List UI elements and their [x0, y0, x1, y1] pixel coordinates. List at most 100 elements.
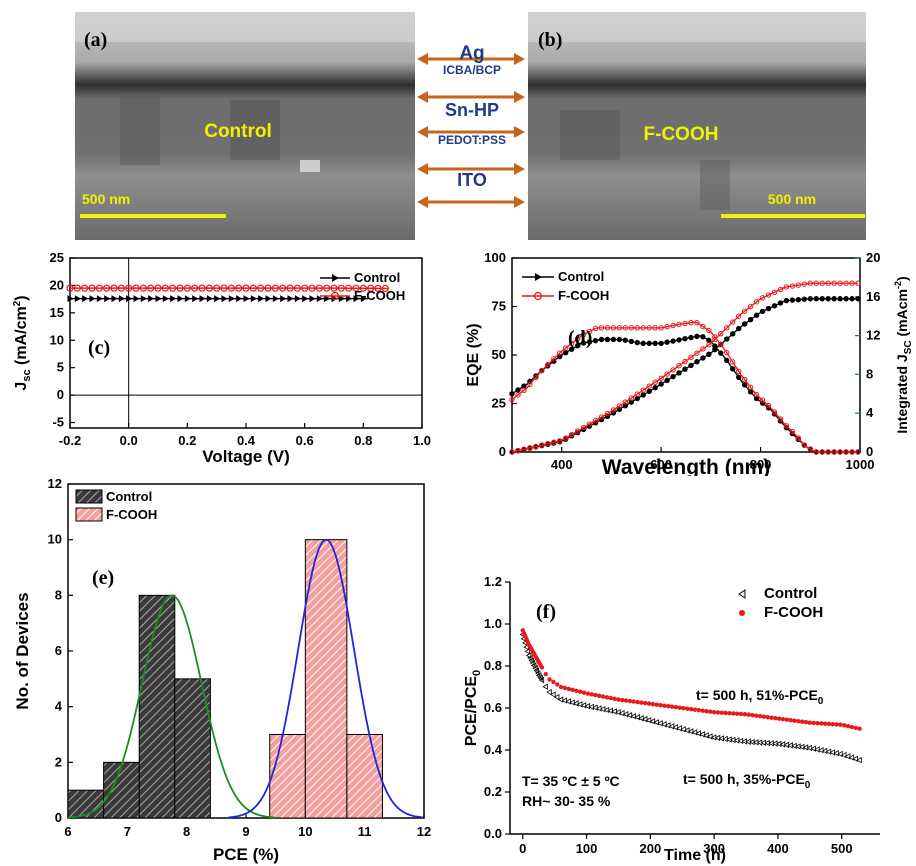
sem-panel-a-label: (a): [84, 29, 107, 51]
sem-scalebar-label-a: 500 nm: [82, 191, 130, 207]
data-point-fcooh: [620, 697, 625, 703]
data-point-F-COOH: [545, 362, 551, 368]
data-point-fcooh: [176, 284, 184, 292]
x-tick-label: 9: [242, 824, 249, 839]
gaussian-fit-Control: [67, 594, 275, 819]
data-point-Control: [730, 331, 736, 337]
x-tick-label: 400: [551, 457, 573, 472]
data-point-F-COOH: [658, 375, 664, 381]
data-point-fcooh: [715, 710, 721, 715]
legend-marker: [535, 273, 542, 281]
data-point-F-COOH: [825, 280, 831, 286]
data-point-control: [810, 745, 816, 752]
y-tick-label: 1.2: [484, 574, 502, 589]
sem-image-b: (b) F-COOH 500 nm: [528, 12, 866, 240]
x-tick-label: 6: [64, 824, 71, 839]
data-point-F-COOH: [837, 449, 843, 455]
data-point-fcooh: [796, 718, 801, 724]
data-point-control: [691, 729, 698, 736]
data-point-Control: [724, 336, 730, 342]
data-point-fcooh: [198, 284, 206, 292]
data-point-control: [280, 295, 287, 303]
data-point-control: [653, 719, 659, 726]
x-tick-label: -0.2: [59, 433, 81, 448]
data-point-fcooh: [293, 284, 301, 292]
data-point-fcooh: [608, 695, 613, 701]
data-point-Control: [670, 373, 676, 380]
data-point-F-COOH: [515, 447, 521, 454]
data-point-control: [534, 669, 541, 677]
data-point-fcooh: [616, 697, 621, 702]
x-tick-label: 100: [576, 841, 598, 856]
data-point-fcooh: [643, 700, 648, 706]
data-point-Control: [706, 351, 712, 358]
data-point-F-COOH: [724, 349, 730, 356]
data-point-Control: [688, 362, 694, 369]
panel-label-f: (f): [536, 601, 556, 623]
x-tick-label: 12: [417, 824, 431, 839]
data-point-fcooh: [727, 711, 732, 716]
data-point-fcooh: [834, 722, 839, 727]
data-point-Control: [610, 336, 617, 343]
x-axis-label: Time (h): [664, 847, 726, 864]
data-point-F-COOH: [771, 409, 778, 415]
y-tick-label: 10: [50, 332, 64, 347]
data-point-F-COOH: [789, 283, 796, 289]
data-point-fcooh: [761, 714, 767, 719]
data-point-control: [221, 295, 228, 303]
data-point-F-COOH: [568, 431, 575, 438]
x-tick-label: 0.6: [296, 433, 314, 448]
data-point-F-COOH: [813, 280, 819, 286]
data-point-control: [331, 295, 338, 303]
data-point-fcooh: [669, 704, 675, 709]
data-point-control: [607, 707, 613, 714]
data-point-F-COOH: [521, 387, 527, 394]
data-point-control: [140, 295, 147, 303]
data-point-F-COOH: [807, 446, 813, 452]
data-point-fcooh: [746, 712, 751, 717]
data-point-F-COOH: [568, 340, 575, 347]
data-point-Control: [789, 297, 796, 303]
x-tick-label: 10: [298, 824, 312, 839]
data-point-Control: [682, 336, 688, 342]
data-point-fcooh: [815, 721, 820, 726]
data-point-Control: [515, 387, 521, 393]
data-point-Control: [741, 382, 748, 388]
data-point-control: [695, 730, 702, 737]
data-point-fcooh: [205, 284, 213, 292]
data-point-Control: [831, 296, 837, 302]
data-point-F-COOH: [765, 292, 772, 298]
data-point-F-COOH: [789, 428, 796, 435]
data-point-fcooh: [242, 284, 250, 292]
data-point-fcooh: [110, 284, 118, 292]
data-point-fcooh: [799, 719, 805, 724]
y-right-label-sub: SC: [903, 340, 914, 354]
data-point-F-COOH: [771, 289, 778, 295]
data-point-F-COOH: [706, 327, 712, 334]
data-point-control: [177, 295, 184, 303]
data-point-F-COOH: [813, 449, 819, 455]
data-point-F-COOH: [622, 399, 629, 405]
data-point-control: [82, 295, 89, 303]
data-point-control: [638, 715, 644, 722]
data-point-F-COOH: [855, 449, 861, 455]
data-point-fcooh: [639, 700, 644, 705]
data-point-fcooh: [235, 284, 243, 292]
data-point-control: [630, 713, 636, 720]
data-point-control: [126, 295, 133, 303]
data-point-F-COOH: [730, 319, 736, 325]
data-point-F-COOH: [664, 323, 670, 330]
data-point-control: [258, 295, 265, 303]
data-point-fcooh: [562, 685, 568, 691]
data-point-Control: [819, 296, 825, 302]
data-point-fcooh: [132, 284, 140, 292]
data-point-fcooh: [692, 707, 698, 712]
data-point-Control: [670, 338, 676, 344]
legend-label: F-COOH: [764, 604, 823, 621]
y-axis-label-sub: 0: [471, 670, 483, 676]
data-point-Control: [694, 359, 700, 365]
data-point-Control: [664, 377, 670, 384]
data-point-Control: [604, 336, 611, 343]
data-point-control: [537, 674, 543, 681]
data-point-fcooh: [103, 284, 111, 292]
